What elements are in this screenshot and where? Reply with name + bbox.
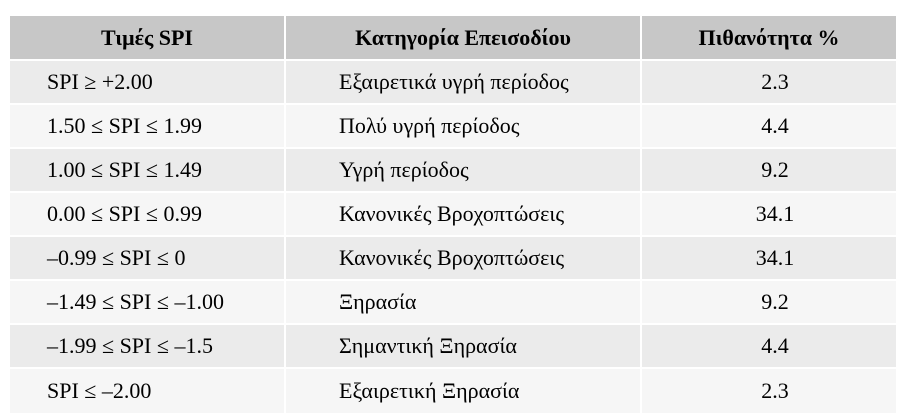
probability-cell: 34.1 <box>642 193 896 237</box>
spi-range-cell: –1.99 ≤ SPI ≤ –1.5 <box>10 325 286 369</box>
table-header: Τιμές SPI Κατηγορία Επεισοδίου Πιθανότητ… <box>10 16 896 61</box>
table-row: 1.00 ≤ SPI ≤ 1.49 Υγρή περίοδος 9.2 <box>10 149 896 193</box>
table-row: SPI ≥ +2.00 Εξαιρετικά υγρή περίοδος 2.3 <box>10 61 896 105</box>
probability-cell: 9.2 <box>642 149 896 193</box>
table-body: SPI ≥ +2.00 Εξαιρετικά υγρή περίοδος 2.3… <box>10 61 896 413</box>
probability-cell: 34.1 <box>642 237 896 281</box>
probability-cell: 4.4 <box>642 325 896 369</box>
spi-range-cell: SPI ≤ –2.00 <box>10 369 286 413</box>
spi-range-cell: –1.49 ≤ SPI ≤ –1.00 <box>10 281 286 325</box>
table-row: –1.49 ≤ SPI ≤ –1.00 Ξηρασία 9.2 <box>10 281 896 325</box>
table-row: –0.99 ≤ SPI ≤ 0 Κανονικές Βροχοπτώσεις 3… <box>10 237 896 281</box>
spi-range-cell: 1.00 ≤ SPI ≤ 1.49 <box>10 149 286 193</box>
category-cell: Σημαντική Ξηρασία <box>286 325 642 369</box>
header-row: Τιμές SPI Κατηγορία Επεισοδίου Πιθανότητ… <box>10 16 896 61</box>
probability-cell: 9.2 <box>642 281 896 325</box>
table-row: –1.99 ≤ SPI ≤ –1.5 Σημαντική Ξηρασία 4.4 <box>10 325 896 369</box>
spi-classification-table: Τιμές SPI Κατηγορία Επεισοδίου Πιθανότητ… <box>10 16 896 413</box>
table-row: 0.00 ≤ SPI ≤ 0.99 Κανονικές Βροχοπτώσεις… <box>10 193 896 237</box>
category-cell: Εξαιρετική Ξηρασία <box>286 369 642 413</box>
category-cell: Πολύ υγρή περίοδος <box>286 105 642 149</box>
category-cell: Ξηρασία <box>286 281 642 325</box>
category-cell: Υγρή περίοδος <box>286 149 642 193</box>
table-row: 1.50 ≤ SPI ≤ 1.99 Πολύ υγρή περίοδος 4.4 <box>10 105 896 149</box>
category-cell: Κανονικές Βροχοπτώσεις <box>286 193 642 237</box>
spi-range-cell: 0.00 ≤ SPI ≤ 0.99 <box>10 193 286 237</box>
probability-cell: 4.4 <box>642 105 896 149</box>
spi-range-cell: SPI ≥ +2.00 <box>10 61 286 105</box>
spi-range-cell: 1.50 ≤ SPI ≤ 1.99 <box>10 105 286 149</box>
category-cell: Εξαιρετικά υγρή περίοδος <box>286 61 642 105</box>
probability-cell: 2.3 <box>642 61 896 105</box>
header-episode-category: Κατηγορία Επεισοδίου <box>286 16 642 61</box>
header-spi-values: Τιμές SPI <box>10 16 286 61</box>
header-probability: Πιθανότητα % <box>642 16 896 61</box>
category-cell: Κανονικές Βροχοπτώσεις <box>286 237 642 281</box>
spi-range-cell: –0.99 ≤ SPI ≤ 0 <box>10 237 286 281</box>
probability-cell: 2.3 <box>642 369 896 413</box>
table-row: SPI ≤ –2.00 Εξαιρετική Ξηρασία 2.3 <box>10 369 896 413</box>
